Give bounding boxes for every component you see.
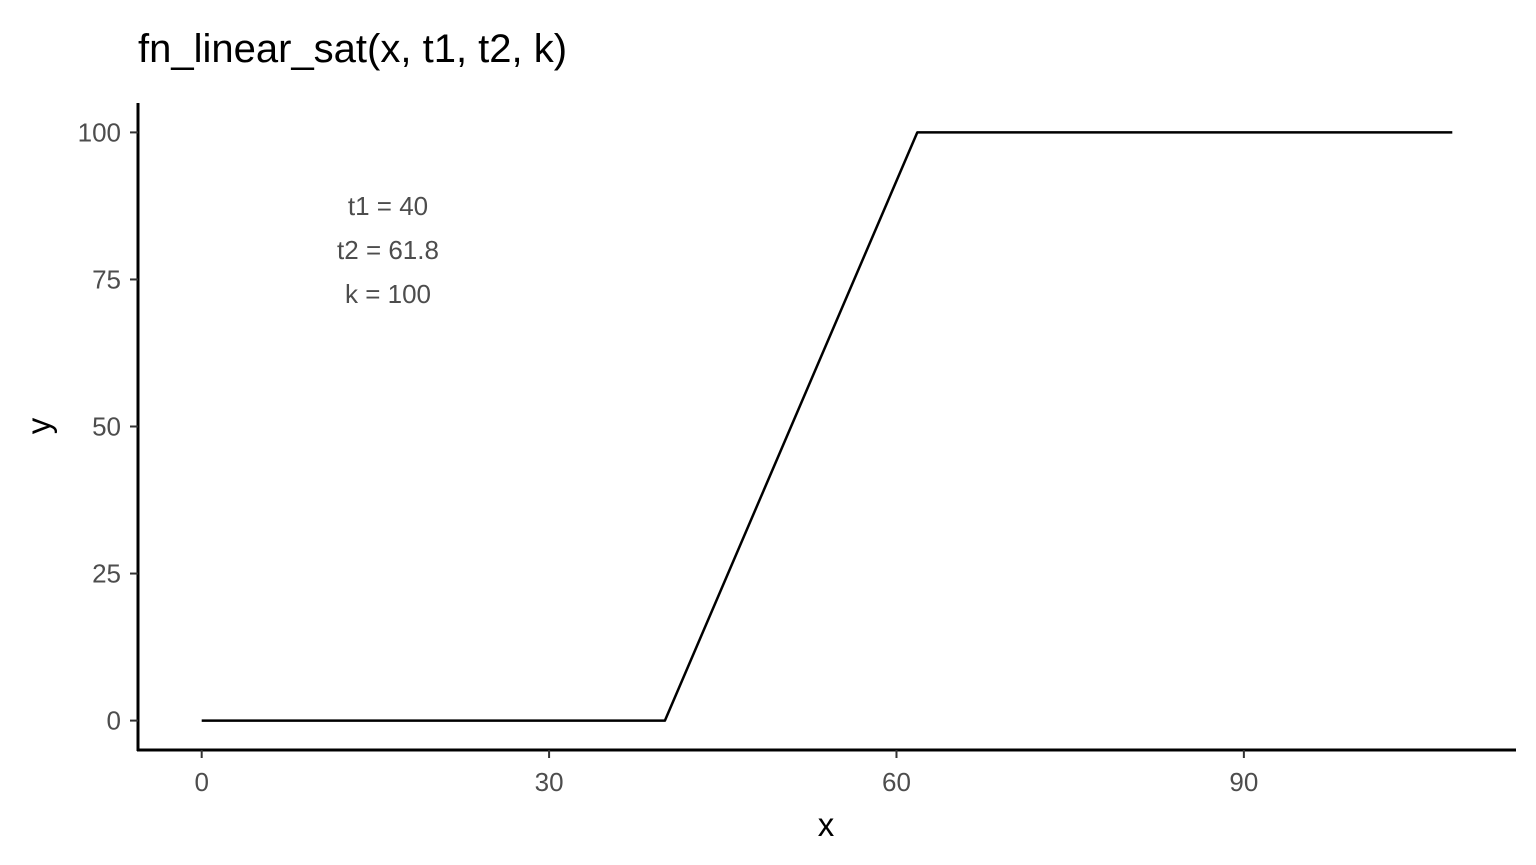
series-layer <box>201 131 1453 722</box>
y-axis-title: y <box>20 417 57 434</box>
x-tick-label: 60 <box>882 767 911 797</box>
x-tick-label: 0 <box>194 767 208 797</box>
parameter-annotation: t2 = 61.8 <box>337 235 439 265</box>
chart-title: fn_linear_sat(x, t1, t2, k) <box>138 27 567 71</box>
parameter-annotation: t1 = 40 <box>348 191 428 221</box>
y-axis-ticks: 0 25 50 75 100 <box>78 117 138 736</box>
annotation-layer: t1 = 40 t2 = 61.8 k = 100 <box>337 191 439 309</box>
series-line <box>201 131 1453 722</box>
x-axis-ticks: 0 30 60 90 <box>194 750 1258 797</box>
plot-area: t1 = 40 t2 = 61.8 k = 100 <box>201 131 1453 722</box>
x-axis-title: x <box>818 806 835 843</box>
x-tick-label: 90 <box>1229 767 1258 797</box>
y-tick-label: 25 <box>92 559 121 589</box>
y-tick-label: 0 <box>107 706 121 736</box>
y-tick-label: 100 <box>78 117 121 147</box>
y-tick-label: 75 <box>92 264 121 294</box>
y-tick-label: 50 <box>92 412 121 442</box>
x-tick-label: 30 <box>535 767 564 797</box>
parameter-annotation: k = 100 <box>345 279 431 309</box>
